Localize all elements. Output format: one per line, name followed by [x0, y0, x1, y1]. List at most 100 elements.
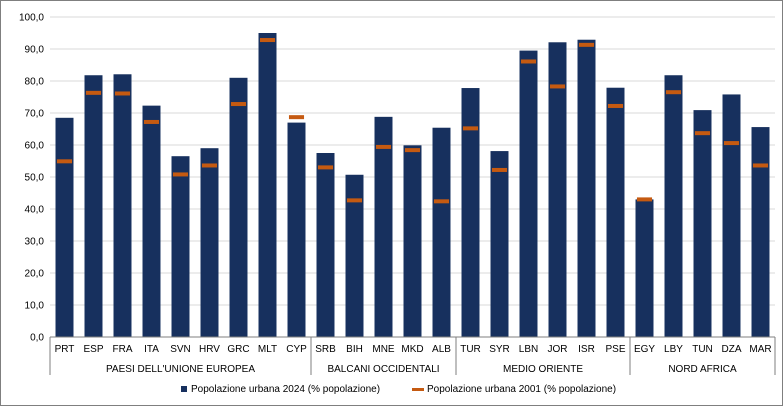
marker-jor — [549, 84, 566, 89]
category-label: EGY — [634, 344, 655, 355]
legend-label-2024: Popolazione urbana 2024 (% popolazione) — [191, 384, 380, 395]
category-label: FRA — [113, 344, 133, 355]
category-label: MNE — [372, 344, 395, 355]
category-label: PSE — [605, 344, 625, 355]
category-labels: PRT ESP FRA ITA SVN HRV GRC MLT CYP SRB BIH MNE MKD A… — [55, 344, 772, 355]
marker-lbn — [520, 59, 537, 64]
y-tick-label: 60,0 — [25, 141, 45, 152]
bar-mar — [751, 127, 770, 337]
group-label: PAESI DELL'UNIONE EUROPEA — [106, 364, 255, 375]
y-tick-label: 20,0 — [25, 269, 45, 280]
marker-mkd — [404, 148, 421, 153]
legend-swatch-2001 — [412, 388, 424, 391]
group-label: NORD AFRICA — [668, 364, 737, 375]
legend[interactable]: Popolazione urbana 2024 (% popolazione) P… — [181, 384, 616, 395]
y-tick-label: 10,0 — [25, 301, 45, 312]
group-labels: PAESI DELL'UNIONE EUROPEA BALCANI OCCIDEN… — [106, 364, 737, 375]
bar-tur — [461, 88, 480, 337]
category-label: ALB — [432, 344, 451, 355]
bar-esp — [84, 75, 103, 338]
bar-pse — [606, 87, 625, 337]
marker-hrv — [201, 163, 218, 168]
bar-dza — [722, 94, 741, 337]
category-label: SRB — [315, 344, 336, 355]
x-axis — [49, 336, 776, 375]
category-label: LBY — [664, 344, 683, 355]
bar-lbn — [519, 50, 538, 337]
category-label: BIH — [346, 344, 363, 355]
y-tick-label: 90,0 — [25, 45, 45, 56]
bar-bih — [345, 174, 364, 337]
marker-mlt — [259, 38, 276, 43]
category-label: ITA — [144, 344, 159, 355]
marker-mne — [375, 144, 392, 149]
bar-jor — [548, 42, 567, 337]
marker-grc — [230, 102, 247, 107]
marker-bih — [346, 198, 363, 203]
bar-ita — [142, 105, 161, 337]
bar-alb — [432, 127, 451, 337]
marker-prt — [56, 159, 73, 164]
markers-2001 — [56, 38, 769, 204]
marker-fra — [114, 91, 131, 96]
marker-svn — [172, 172, 189, 177]
category-label: DZA — [722, 344, 742, 355]
category-label: MLT — [258, 344, 277, 355]
marker-isr — [578, 42, 595, 47]
category-label: PRT — [55, 344, 75, 355]
category-label: TUN — [692, 344, 713, 355]
legend-swatch-2024 — [181, 386, 187, 392]
category-label: SVN — [170, 344, 191, 355]
bar-hrv — [200, 148, 219, 337]
marker-tun — [694, 131, 711, 136]
marker-tur — [462, 126, 479, 131]
marker-alb — [433, 199, 450, 204]
legend-label-2001: Popolazione urbana 2001 (% popolazione) — [427, 384, 616, 395]
category-label: MKD — [401, 344, 423, 355]
bar-cyp — [287, 122, 306, 337]
bar-fra — [113, 74, 132, 337]
category-label: JOR — [548, 344, 568, 355]
category-label: LBN — [519, 344, 538, 355]
marker-ita — [143, 119, 160, 124]
bar-egy — [635, 199, 654, 337]
y-axis-ticks: 0,0 10,0 20,0 30,0 40,0 50,0 60,0 70,0 80,0 90,0 1… — [19, 13, 44, 344]
y-tick-label: 100,0 — [19, 13, 44, 24]
bar-tun — [693, 110, 712, 338]
marker-esp — [85, 90, 102, 95]
y-tick-label: 70,0 — [25, 109, 45, 120]
y-tick-label: 50,0 — [25, 173, 45, 184]
marker-mar — [752, 163, 769, 168]
group-label: BALCANI OCCIDENTALI — [327, 364, 439, 375]
marker-dza — [723, 141, 740, 146]
gridlines — [50, 16, 775, 306]
bar-mlt — [258, 33, 277, 337]
category-label: TUR — [460, 344, 481, 355]
marker-pse — [607, 103, 624, 108]
bar-svn — [171, 156, 190, 337]
category-label: GRC — [227, 344, 249, 355]
marker-syr — [491, 167, 508, 172]
bar-isr — [577, 39, 596, 337]
bar-srb — [316, 153, 335, 337]
y-tick-label: 30,0 — [25, 237, 45, 248]
y-tick-label: 40,0 — [25, 205, 45, 216]
category-label: ESP — [83, 344, 103, 355]
y-tick-label: 80,0 — [25, 77, 45, 88]
group-label: MEDIO ORIENTE — [503, 364, 583, 375]
bar-mne — [374, 116, 393, 337]
marker-lby — [665, 90, 682, 95]
bars-2024 — [55, 33, 770, 338]
category-label: ISR — [578, 344, 595, 355]
category-label: CYP — [286, 344, 307, 355]
category-label: MAR — [749, 344, 771, 355]
marker-srb — [317, 165, 334, 170]
marker-egy — [636, 197, 653, 202]
bar-prt — [55, 117, 74, 337]
bar-grc — [229, 77, 248, 338]
bar-lby — [664, 75, 683, 338]
bar-syr — [490, 151, 509, 337]
category-label: SYR — [489, 344, 510, 355]
category-label: HRV — [199, 344, 220, 355]
